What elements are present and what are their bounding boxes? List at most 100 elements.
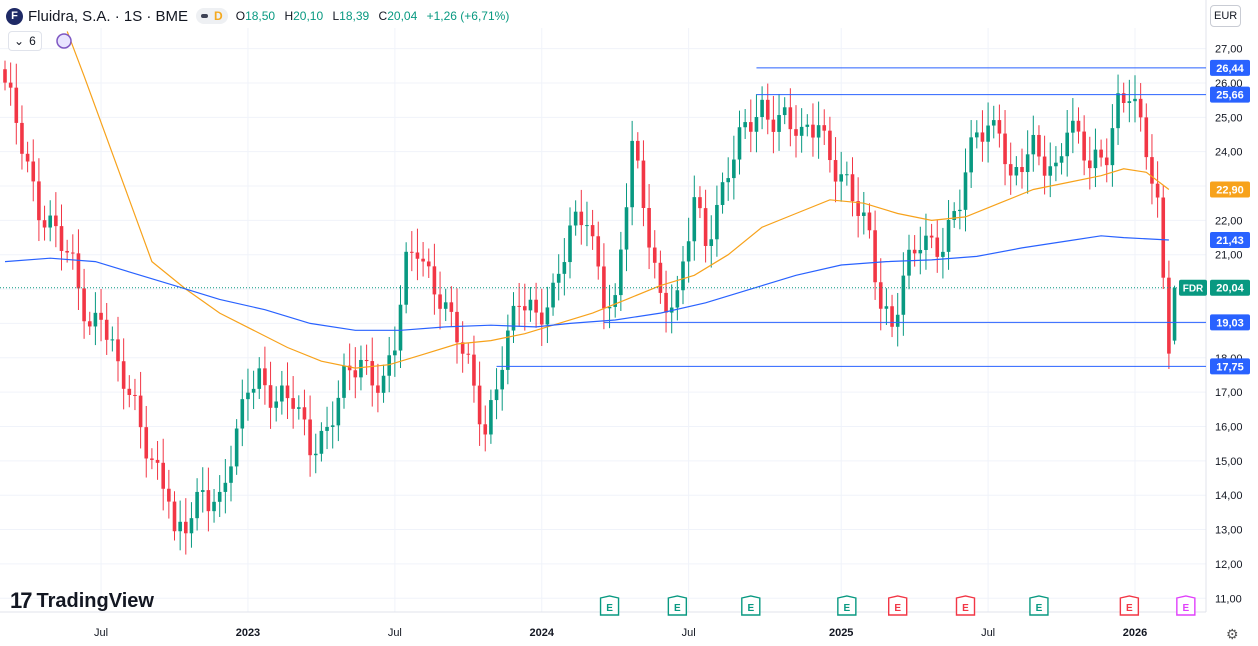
candle-body (1150, 157, 1154, 184)
candle-body (946, 219, 951, 252)
candle-body (664, 292, 668, 313)
candle-body (794, 129, 798, 136)
candle-body (263, 368, 267, 386)
candle-body (941, 251, 945, 257)
time-tick-label: 2024 (530, 627, 555, 639)
candle-body (1099, 149, 1103, 158)
candle-body (167, 488, 171, 502)
candle-body (353, 370, 358, 378)
candle-body (1076, 120, 1081, 132)
close-value: 20,04 (387, 9, 418, 23)
candle-body (805, 124, 810, 127)
price-tick-label: 17,00 (1215, 387, 1243, 399)
settings-icon[interactable]: ⚙ (1226, 626, 1239, 642)
candle-body (511, 305, 516, 331)
candle-body (8, 82, 13, 88)
candle-body (285, 385, 290, 399)
candle-body (1088, 160, 1092, 169)
candle-body (799, 126, 804, 136)
candle-body (426, 261, 431, 267)
market-status-pill[interactable]: D (196, 8, 228, 24)
earnings-marker-label: E (962, 603, 969, 614)
candle-body (890, 306, 894, 327)
earnings-marker-label: E (674, 603, 681, 614)
candle-body (14, 87, 19, 123)
candle-body (596, 236, 601, 267)
price-tick-label: 16,00 (1215, 421, 1243, 433)
earnings-marker-icon (599, 595, 620, 616)
candle-body (782, 107, 787, 116)
candle-body (1031, 134, 1036, 155)
candle-body (449, 302, 454, 312)
candle-body (539, 312, 544, 325)
horizontal-level-label: 25,66 (1216, 90, 1244, 102)
price-tick-label: 24,00 (1215, 147, 1243, 159)
candle-body (1144, 117, 1149, 158)
candle-body (686, 241, 691, 262)
candle-body (240, 399, 245, 429)
candle-body (845, 174, 849, 176)
candle-body (523, 306, 527, 311)
candle-body (652, 247, 657, 263)
candle-body (528, 299, 533, 311)
price-label-bg (1210, 279, 1250, 296)
candle-body (1071, 120, 1075, 133)
candle-body (901, 275, 906, 315)
candle-body (336, 397, 341, 426)
candle-body (975, 132, 979, 138)
candle-body (308, 419, 312, 456)
candle-body (1054, 162, 1058, 167)
chart-header: F Fluidra, S.A. · 1S · BME D O18,50 H20,… (6, 5, 515, 27)
currency-selector[interactable]: EUR (1210, 5, 1242, 27)
candle-body (912, 249, 917, 254)
candle-body (1037, 134, 1041, 157)
price-tick-label: 27,00 (1215, 44, 1243, 56)
candle-body (1093, 149, 1098, 169)
candle-body (195, 491, 199, 519)
change-value: +1,26 (+6,71%) (426, 9, 510, 23)
candle-body (856, 201, 860, 216)
candle-body (212, 501, 216, 512)
candle-body (607, 306, 612, 309)
candle-body (737, 127, 742, 160)
candle-body (48, 215, 52, 228)
candle-body (862, 212, 866, 216)
ohlc-values: O18,50 H20,10 L18,39 C20,04 +1,26 (+6,71… (236, 9, 516, 23)
indicators-toggle[interactable]: ⌄ 6 (8, 31, 42, 51)
candle-body (630, 140, 634, 208)
low-value: 18,39 (339, 9, 370, 23)
candle-body (907, 249, 911, 276)
earnings-marker-icon (667, 595, 688, 616)
time-tick-label: Jul (981, 627, 995, 639)
time-tick-label: 2026 (1123, 627, 1147, 639)
price-label: 20,04 (1216, 283, 1244, 295)
candle-body (1155, 183, 1160, 198)
candle-body (1059, 156, 1064, 163)
candle-body (556, 273, 561, 283)
candle-body (161, 462, 165, 489)
candle-body (788, 107, 793, 130)
candle-body (1065, 132, 1069, 157)
candle-body (811, 124, 815, 138)
candle-body (54, 215, 58, 227)
horizontal-level-label: 19,03 (1216, 317, 1244, 329)
candle-body (986, 125, 990, 142)
candle-body (765, 99, 770, 120)
candle-body (342, 365, 346, 398)
candle-body (127, 388, 132, 395)
candle-body (777, 115, 781, 132)
candle-body (121, 361, 126, 389)
candle-body (573, 211, 578, 226)
candle-body (647, 207, 651, 248)
candle-body (958, 209, 962, 212)
candle-body (20, 122, 24, 154)
tradingview-brand[interactable]: 17 TradingView (10, 588, 154, 614)
candle-body (31, 161, 36, 182)
candle-body (698, 197, 702, 209)
candle-body (189, 518, 194, 534)
candle-body (155, 459, 160, 463)
symbol-title[interactable]: Fluidra, S.A. · 1S · BME (28, 7, 189, 25)
candle-body (489, 400, 493, 435)
symbol-tag: FDR (1183, 284, 1204, 295)
